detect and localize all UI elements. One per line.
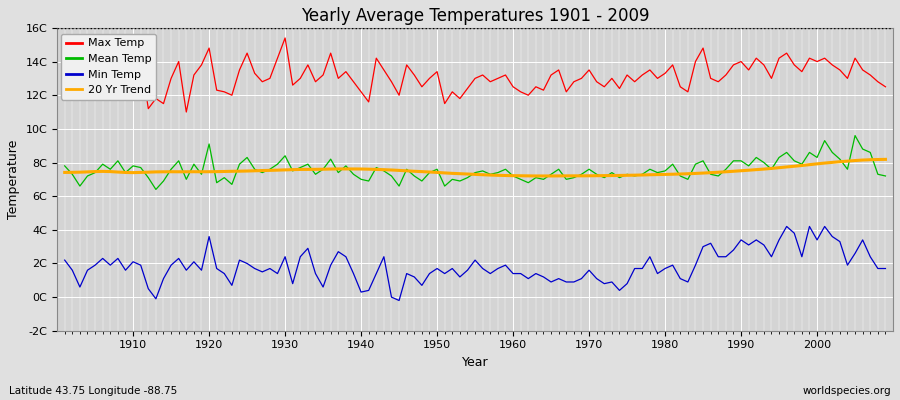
- Text: Latitude 43.75 Longitude -88.75: Latitude 43.75 Longitude -88.75: [9, 386, 177, 396]
- Legend: Max Temp, Mean Temp, Min Temp, 20 Yr Trend: Max Temp, Mean Temp, Min Temp, 20 Yr Tre…: [61, 34, 156, 100]
- Title: Yearly Average Temperatures 1901 - 2009: Yearly Average Temperatures 1901 - 2009: [301, 7, 649, 25]
- Y-axis label: Temperature: Temperature: [7, 140, 20, 219]
- Text: worldspecies.org: worldspecies.org: [803, 386, 891, 396]
- X-axis label: Year: Year: [462, 356, 489, 369]
